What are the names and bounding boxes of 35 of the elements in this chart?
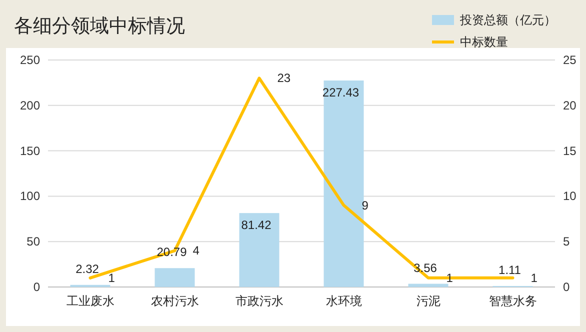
y-tick-label: 0 (33, 280, 40, 294)
y2-tick-label: 5 (563, 234, 570, 249)
y2-tick-label: 25 (563, 53, 577, 67)
x-tick-label: 市政污水 (235, 294, 284, 308)
x-tick-label: 水环境 (326, 294, 362, 308)
y-tick-label: 50 (26, 234, 40, 249)
bar (324, 80, 364, 287)
data-label: 227.43 (322, 85, 360, 100)
data-label: 1 (108, 270, 116, 285)
data-label: 9 (362, 198, 369, 212)
y2-tick-label: 15 (563, 144, 577, 158)
y-tick-label: 200 (20, 98, 40, 112)
x-tick-label: 污泥 (416, 294, 440, 308)
data-label: 1 (446, 270, 454, 285)
bar (239, 213, 280, 287)
x-tick-label: 工业废水 (66, 294, 114, 308)
data-label: 4 (192, 244, 200, 258)
legend-label: 中标数量 (460, 35, 508, 49)
bar (408, 284, 448, 287)
legend-label: 投资总额（亿元） (459, 13, 556, 27)
x-tick-label: 智慧水务 (488, 294, 537, 308)
data-label: 1.11 (498, 262, 522, 277)
data-label: 2.32 (76, 262, 100, 276)
chart-title: 各细分领域中标情况 (14, 16, 185, 37)
y2-tick-label: 10 (563, 189, 577, 204)
data-label: 1 (530, 270, 538, 285)
x-tick-label: 农村污水 (150, 294, 199, 308)
y2-tick-label: 0 (563, 280, 570, 294)
y-tick-label: 100 (20, 189, 40, 204)
bar (154, 268, 195, 287)
data-label: 23 (277, 71, 291, 86)
y2-tick-label: 20 (563, 98, 577, 112)
y-tick-label: 250 (20, 53, 40, 67)
data-label: 81.42 (241, 218, 272, 232)
y-tick-label: 150 (20, 144, 40, 158)
